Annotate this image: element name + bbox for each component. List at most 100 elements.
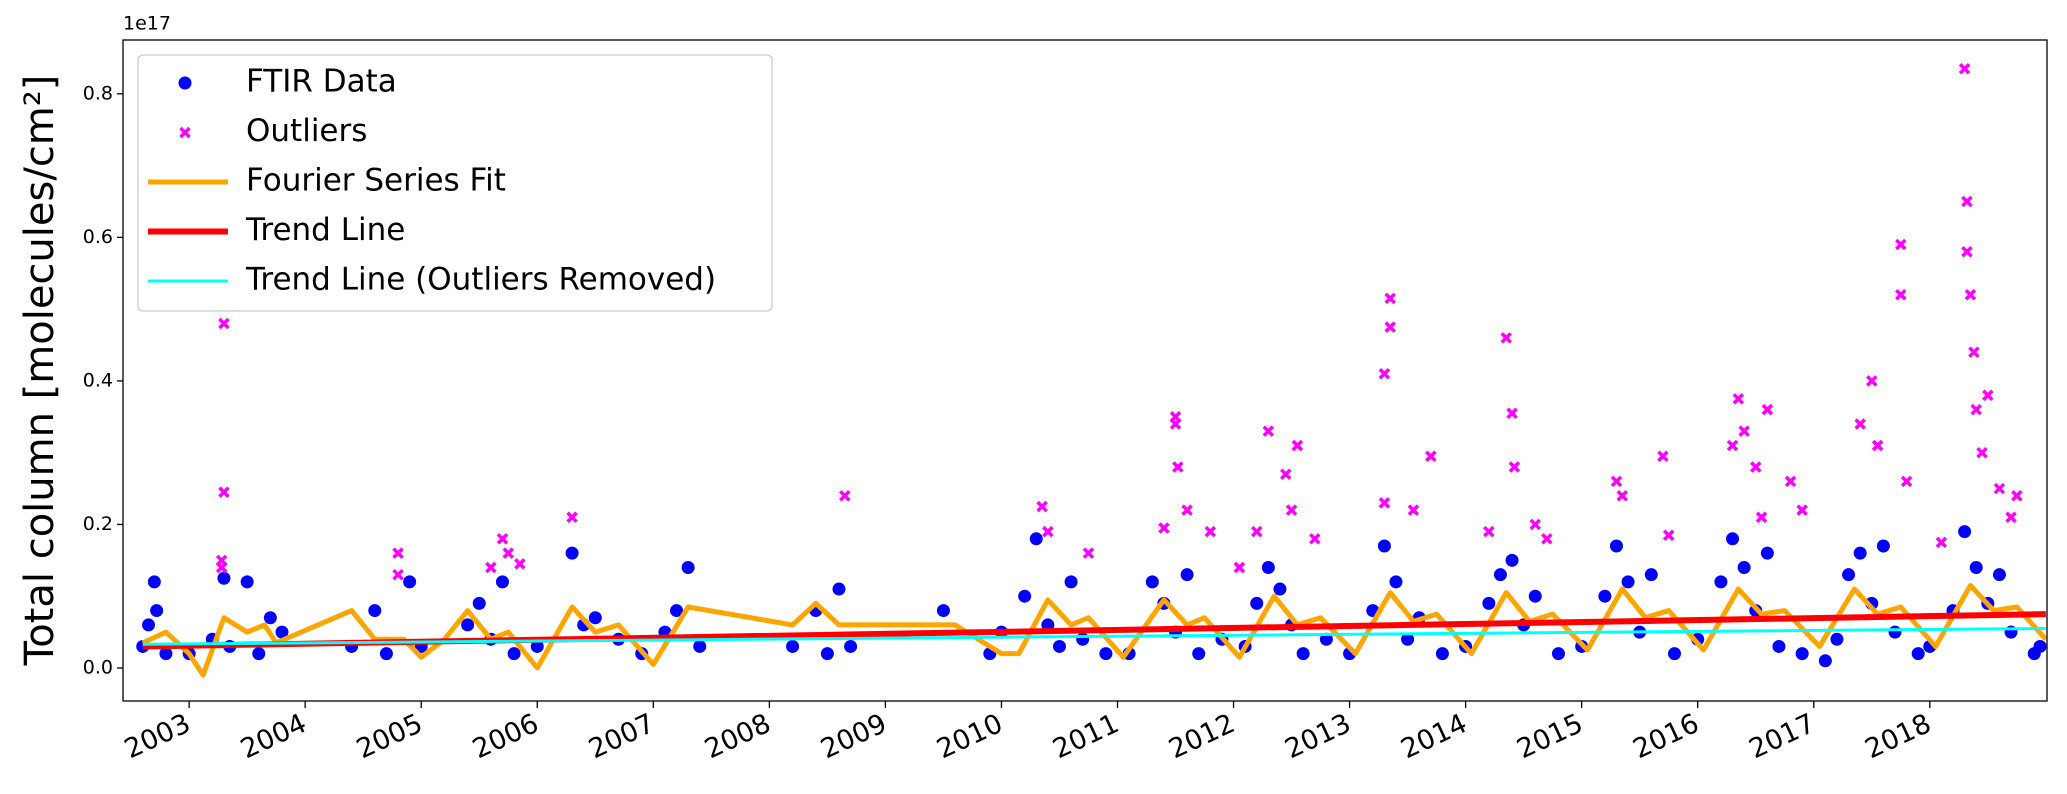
ftir-point [507, 647, 521, 661]
ftir-point [530, 639, 544, 653]
outlier-point [514, 558, 526, 570]
ftir-point [1818, 654, 1832, 668]
outlier-point [1961, 245, 1973, 258]
outlier-point [1961, 195, 1973, 208]
outlier-point [1169, 418, 1182, 430]
outlier-point [1483, 525, 1495, 538]
x-tick-label: 2003 [120, 708, 195, 765]
outlier-point [1982, 389, 1994, 401]
legend-marker [178, 76, 192, 90]
ftir-point [379, 647, 393, 661]
ftir-point [1180, 568, 1194, 582]
ftir-point [1830, 632, 1844, 646]
x-tick-label: 2018 [1861, 708, 1936, 765]
outlier-point [1378, 497, 1391, 509]
x-tick-label: 2011 [1048, 708, 1123, 765]
ftir-point [147, 575, 161, 589]
ftir-point [461, 618, 475, 632]
outlier-point [1784, 475, 1797, 488]
outlier-point [1662, 529, 1675, 541]
y-tick-label: 0.2 [83, 513, 113, 535]
outlier-point [1895, 289, 1907, 301]
ftir-point [786, 639, 800, 653]
outlier-point [2005, 511, 2017, 524]
ftir-point [1435, 647, 1449, 661]
ftir-point [832, 582, 846, 596]
outlier-point [1042, 525, 1054, 538]
outlier-point [218, 486, 230, 498]
ftir-point [150, 604, 164, 618]
ftir-point [263, 611, 277, 625]
ftir-point [588, 611, 602, 625]
legend-marker [179, 126, 191, 139]
ftir-point [1853, 546, 1867, 560]
outlier-point [502, 547, 515, 559]
ftir-point [1992, 568, 2006, 582]
outlier-point [1976, 446, 1988, 459]
ftir-point [1551, 647, 1565, 661]
y-tick-label: 0.4 [83, 369, 113, 391]
x-tick-label: 2015 [1512, 708, 1587, 765]
outlier-point [1964, 289, 1977, 301]
ftir-point [1052, 639, 1066, 653]
ftir-point [1795, 647, 1809, 661]
outlier-point [1968, 346, 1980, 358]
ftir-point [1296, 647, 1310, 661]
outlier-point [1993, 482, 2006, 495]
outlier-point [1285, 504, 1298, 516]
outlier-point [1871, 439, 1884, 452]
ftir-point [844, 639, 858, 653]
ftir-point [936, 604, 950, 618]
x-tick-label: 2004 [236, 708, 311, 765]
ftir-point [1598, 589, 1612, 603]
ftir-point [1969, 561, 1983, 575]
outlier-point [1309, 533, 1321, 545]
ftir-point [1876, 539, 1890, 553]
outlier-point [1384, 321, 1396, 333]
ftir-point [565, 546, 579, 560]
ftir-point [403, 575, 417, 589]
ftir-point [1401, 632, 1415, 646]
ftir-point [1668, 647, 1682, 661]
ftir-point [1737, 561, 1751, 575]
x-tick-label: 2006 [468, 708, 543, 765]
outlier-point [566, 511, 578, 524]
ftir-point [1377, 539, 1391, 553]
x-tick-label: 2017 [1744, 708, 1819, 765]
outlier-point [1082, 547, 1095, 559]
ftir-point [1714, 575, 1728, 589]
outlier-point [1181, 504, 1193, 516]
y-tick-label: 0.8 [83, 82, 113, 104]
ftir-point [1842, 568, 1856, 582]
ftir-point [1319, 632, 1333, 646]
outlier-point [1291, 439, 1304, 452]
ftir-point [681, 561, 695, 575]
ftir-point [670, 604, 684, 618]
plot-frame [122, 39, 2048, 702]
ftir-point [142, 618, 156, 632]
outlier-point [1610, 475, 1623, 488]
outlier-point [1726, 439, 1739, 452]
x-tick-label: 2012 [1164, 708, 1239, 765]
x-tick-label: 2007 [584, 708, 659, 765]
ftir-point [1958, 525, 1972, 539]
ftir-point [217, 571, 231, 585]
x-tick-label: 2016 [1628, 708, 1703, 765]
outlier-point [1935, 536, 1948, 549]
ftir-point [495, 575, 509, 589]
ftir-point [1389, 575, 1403, 589]
ftir-point [1099, 647, 1113, 661]
ftir-point [1064, 575, 1078, 589]
outlier-point [1657, 450, 1669, 463]
outlier-point [1529, 518, 1541, 531]
ftir-point [1888, 625, 1902, 639]
outlier-point [839, 490, 851, 502]
outlier-point [1233, 561, 1246, 574]
outlier-point [485, 561, 497, 574]
outlier-point [1172, 461, 1184, 473]
ftir-point [1621, 575, 1635, 589]
outlier-point [1970, 403, 1982, 416]
ftir-point [1528, 589, 1542, 603]
outlier-point [1158, 522, 1170, 534]
ftir-point [275, 625, 289, 639]
